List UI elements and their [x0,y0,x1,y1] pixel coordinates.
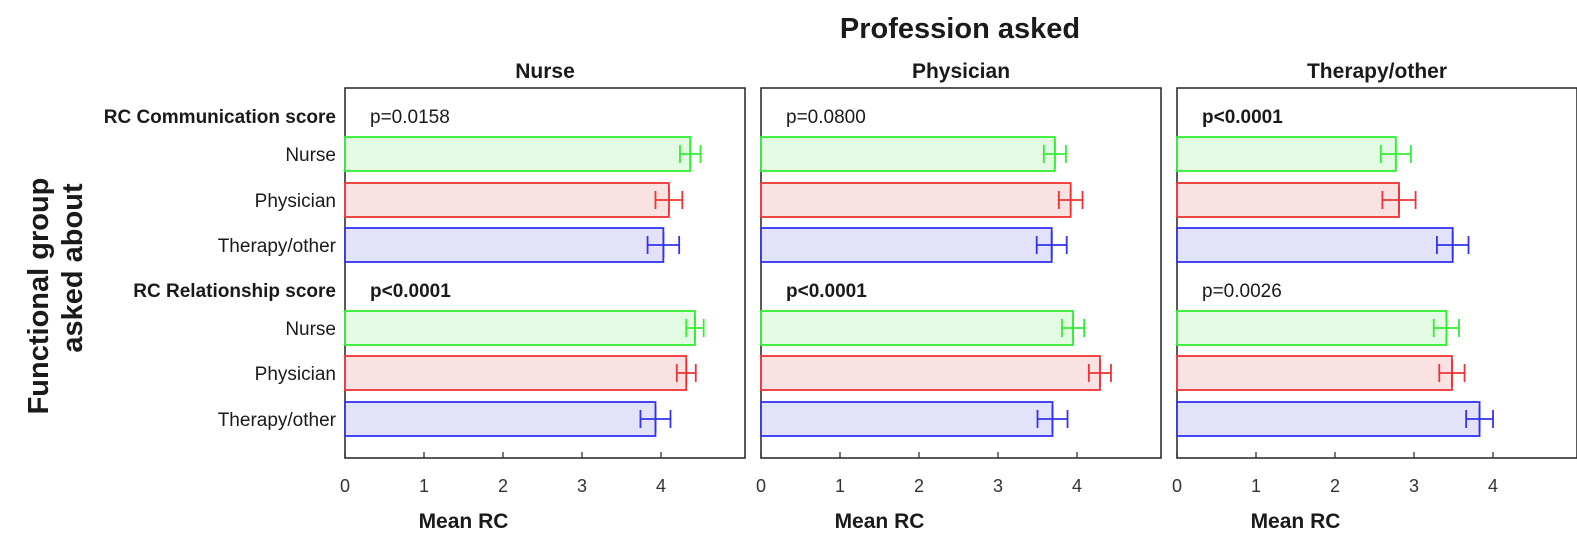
x-tick-label: 0 [1172,476,1182,496]
panel-title: Nurse [515,60,575,83]
p-value-label: p<0.0001 [786,281,867,302]
x-tick-label: 1 [419,476,429,496]
category-label: Therapy/other [218,236,337,257]
bar [760,136,1056,172]
bar [344,182,670,218]
category-label: Therapy/other [218,410,337,431]
bar [344,136,692,172]
x-axis-label: Mean RC [1251,510,1341,533]
panels-group: RC Communication score Nurse Physician Ther… [104,60,1577,533]
x-tick-label: 4 [1072,476,1082,496]
bar [344,310,696,346]
x-tick-label: 2 [914,476,924,496]
bar [1176,182,1400,218]
category-label: Physician [255,364,336,385]
x-tick-label: 2 [1330,476,1340,496]
panel-title: Physician [912,60,1010,83]
bar [760,310,1074,346]
group-label: RC Relationship score [133,281,336,302]
x-tick-label: 4 [1488,476,1498,496]
bar [1176,401,1481,437]
panel-title: Therapy/other [1307,60,1447,83]
x-tick-label: 0 [756,476,766,496]
x-tick-label: 1 [835,476,845,496]
x-axis-label: Mean RC [419,510,509,533]
p-value-label: p<0.0001 [370,281,451,302]
panel-frame [344,87,746,459]
x-tick-label: 3 [577,476,587,496]
bar [760,355,1101,391]
y-axis-label-line-1: Functional group [23,178,55,415]
bar [344,227,665,263]
bar [760,182,1072,218]
chart-title: Profession asked [840,13,1080,45]
bar [1176,227,1454,263]
x-tick-label: 4 [656,476,666,496]
category-label: Nurse [285,145,336,166]
category-label: Physician [255,191,336,212]
x-axis-label: Mean RC [835,510,925,533]
bar [1176,310,1448,346]
x-tick-label: 2 [498,476,508,496]
p-value-label: p=0.0026 [1202,281,1282,302]
x-tick-label: 3 [1409,476,1419,496]
bar [1176,136,1397,172]
bar [344,401,657,437]
bar [760,401,1054,437]
bar [760,227,1053,263]
bar [344,355,688,391]
panel-frame [1176,87,1577,459]
bar [1176,355,1453,391]
p-value-label: p<0.0001 [1202,107,1283,128]
p-value-label: p=0.0800 [786,107,866,128]
panel-frame [760,87,1162,459]
x-tick-label: 0 [340,476,350,496]
x-tick-label: 1 [1251,476,1261,496]
category-label: Nurse [285,319,336,340]
y-axis-label-line-2: asked about [57,183,89,353]
group-label: RC Communication score [104,107,336,128]
p-value-label: p=0.0158 [370,107,450,128]
x-tick-label: 3 [993,476,1003,496]
